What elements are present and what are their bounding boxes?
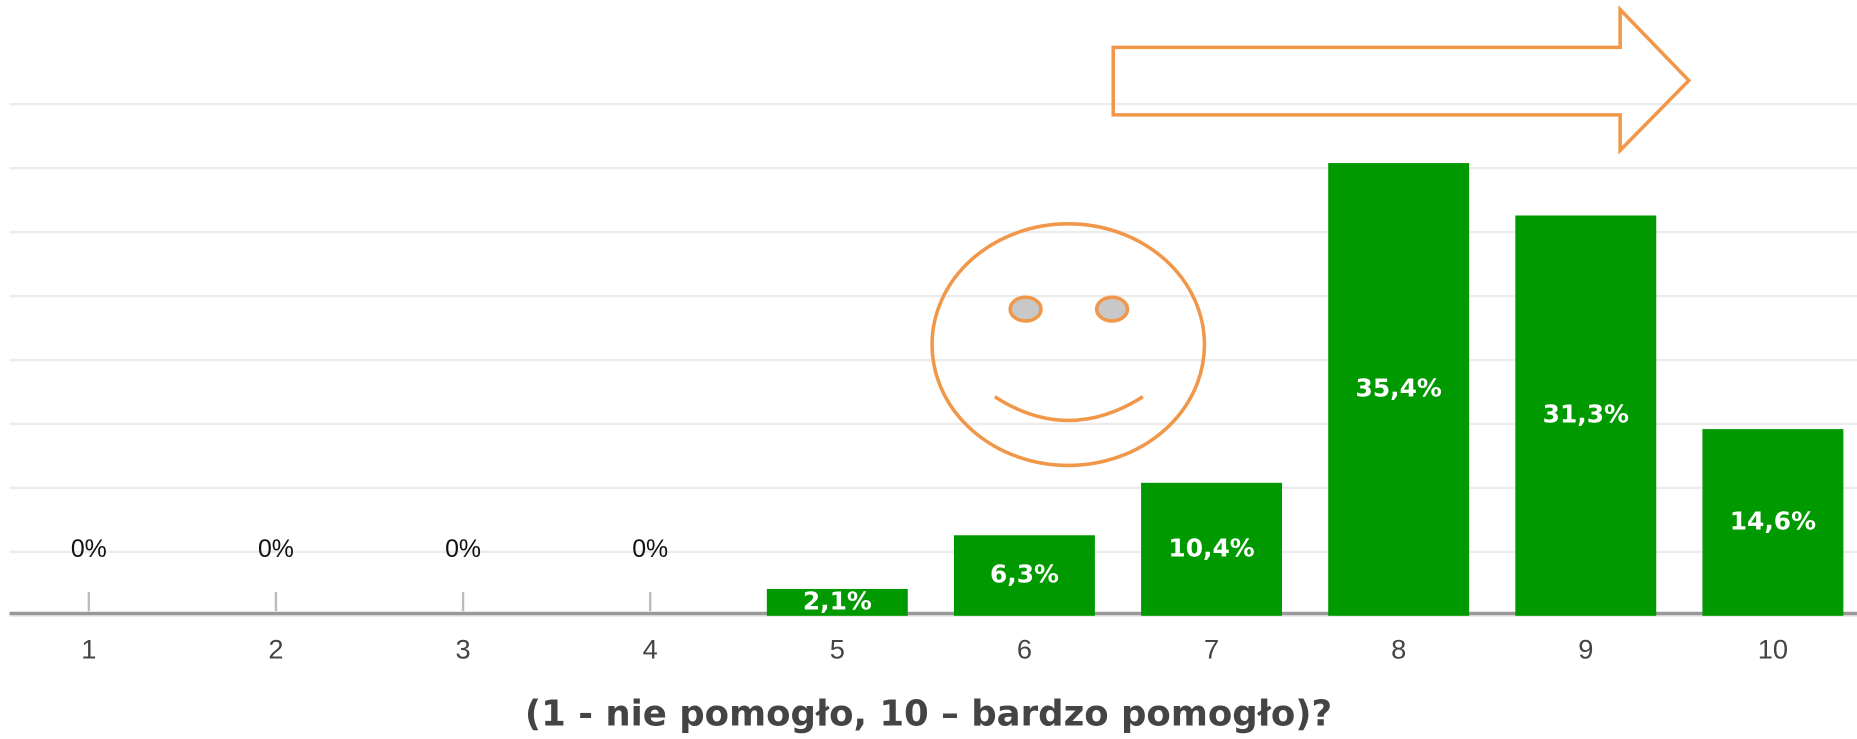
smiley-mouth — [993, 395, 1144, 423]
x-tick-label: 6 — [1017, 634, 1032, 665]
x-tick-label: 7 — [1204, 634, 1219, 665]
x-tick-label: 1 — [81, 634, 96, 665]
bar — [1515, 215, 1657, 616]
bar — [1328, 163, 1470, 616]
bar — [953, 535, 1095, 616]
bar — [1702, 429, 1844, 616]
data-label: 0% — [632, 535, 668, 563]
x-tick-label: 8 — [1391, 634, 1406, 665]
data-label: 14,6% — [1730, 506, 1816, 535]
x-tick-label: 4 — [643, 634, 658, 665]
data-label: 0% — [445, 535, 481, 563]
smiley-eye — [1094, 295, 1130, 323]
x-tick-label: 9 — [1578, 634, 1593, 665]
data-label: 0% — [258, 535, 294, 563]
bar — [1141, 482, 1283, 616]
x-tick-label: 2 — [268, 634, 283, 665]
x-tick-label: 3 — [456, 634, 471, 665]
data-label: 0% — [71, 535, 107, 563]
x-tick-label: 5 — [830, 634, 845, 665]
data-label: 10,4% — [1168, 533, 1254, 562]
data-label: 31,3% — [1543, 400, 1629, 429]
data-label: 6,3% — [990, 560, 1059, 589]
smiley-face — [930, 222, 1207, 468]
bar — [766, 588, 908, 616]
x-axis-title: (1 - nie pomogło, 10 – bardzo pomogło)? — [525, 693, 1332, 734]
x-tick-label: 10 — [1758, 634, 1788, 665]
data-label: 2,1% — [803, 586, 872, 615]
data-label: 35,4% — [1356, 373, 1442, 402]
smiley-eye — [1008, 295, 1043, 323]
arrow — [1111, 5, 1692, 155]
